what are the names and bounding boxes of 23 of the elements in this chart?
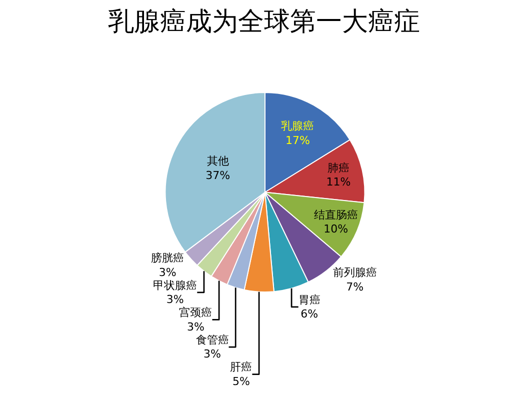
data-label: 3% [186, 320, 204, 334]
data-label: 5% [232, 374, 250, 388]
slice-label: 食管癌 [196, 333, 229, 346]
data-label: 10% [324, 222, 348, 236]
slice-label: 其他 [206, 154, 229, 168]
slice-label: 肺癌 [328, 161, 350, 174]
slice-label: 胃癌 [298, 293, 320, 306]
data-label: 3% [158, 266, 176, 279]
slice-label: 膀胱癌 [151, 251, 184, 264]
data-label: 3% [166, 293, 184, 306]
slice-label: 甲状腺癌 [153, 278, 198, 292]
slice-label: 前列腺癌 [332, 266, 377, 280]
data-label: 11% [326, 176, 351, 189]
data-label: 7% [346, 280, 364, 294]
slice-label: 乳腺癌 [281, 119, 314, 132]
data-label: 17% [285, 134, 310, 147]
data-label: 3% [204, 348, 221, 361]
data-label: 37% [206, 168, 230, 182]
slice-label: 宫颈癌 [179, 306, 212, 320]
data-label: 6% [300, 308, 318, 321]
chart-title: 乳腺癌成为全球第一大癌症 [108, 6, 420, 37]
slice-label: 肝癌 [230, 360, 252, 374]
slice-label: 结直肠癌 [314, 208, 358, 222]
